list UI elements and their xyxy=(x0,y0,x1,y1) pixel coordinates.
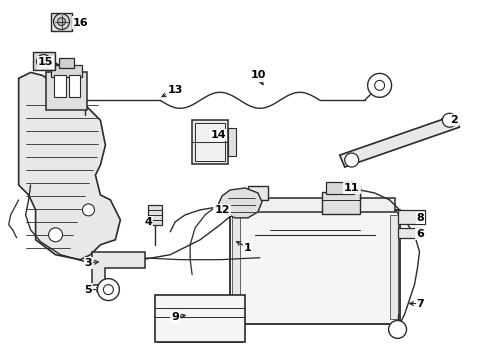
Circle shape xyxy=(37,54,50,68)
Circle shape xyxy=(58,18,65,26)
Bar xyxy=(59,58,74,68)
Circle shape xyxy=(374,80,384,90)
Bar xyxy=(227,128,236,156)
Circle shape xyxy=(53,14,69,30)
Bar xyxy=(33,53,55,71)
Circle shape xyxy=(41,58,46,64)
Bar xyxy=(68,75,81,97)
Bar xyxy=(321,192,359,214)
Text: 12: 12 xyxy=(214,205,229,215)
Bar xyxy=(247,186,267,200)
Text: 15: 15 xyxy=(38,58,53,67)
Bar xyxy=(229,210,399,324)
Bar xyxy=(397,210,425,224)
Text: 4: 4 xyxy=(144,217,152,227)
Bar xyxy=(50,66,82,77)
Bar xyxy=(50,13,72,31)
Text: 3: 3 xyxy=(84,258,92,268)
Bar xyxy=(45,72,87,110)
Text: 11: 11 xyxy=(343,183,359,193)
Bar xyxy=(325,182,353,194)
Text: 7: 7 xyxy=(416,298,424,309)
Bar xyxy=(339,186,359,200)
Bar xyxy=(155,294,244,342)
Polygon shape xyxy=(92,252,145,285)
Text: 14: 14 xyxy=(210,130,225,140)
Polygon shape xyxy=(19,72,120,260)
Text: 6: 6 xyxy=(416,229,424,239)
Circle shape xyxy=(48,228,62,242)
Bar xyxy=(195,123,224,161)
Text: 2: 2 xyxy=(449,115,457,125)
Polygon shape xyxy=(339,115,458,167)
Circle shape xyxy=(103,285,113,294)
Circle shape xyxy=(367,73,391,97)
Circle shape xyxy=(442,113,455,127)
Text: 8: 8 xyxy=(416,213,424,223)
Bar xyxy=(389,215,397,319)
Bar xyxy=(148,205,162,225)
Text: 9: 9 xyxy=(171,312,179,323)
Text: 10: 10 xyxy=(250,71,265,80)
Bar xyxy=(53,75,65,97)
Polygon shape xyxy=(218,188,262,218)
Text: 13: 13 xyxy=(167,85,183,95)
Bar xyxy=(232,215,240,319)
Text: 5: 5 xyxy=(84,284,92,294)
Bar xyxy=(235,198,394,212)
Text: 1: 1 xyxy=(244,243,251,253)
Bar xyxy=(192,120,227,164)
Circle shape xyxy=(97,279,119,301)
Circle shape xyxy=(344,153,358,167)
Circle shape xyxy=(82,204,94,216)
Circle shape xyxy=(388,320,406,338)
Bar xyxy=(397,228,421,238)
Text: 16: 16 xyxy=(73,18,88,28)
